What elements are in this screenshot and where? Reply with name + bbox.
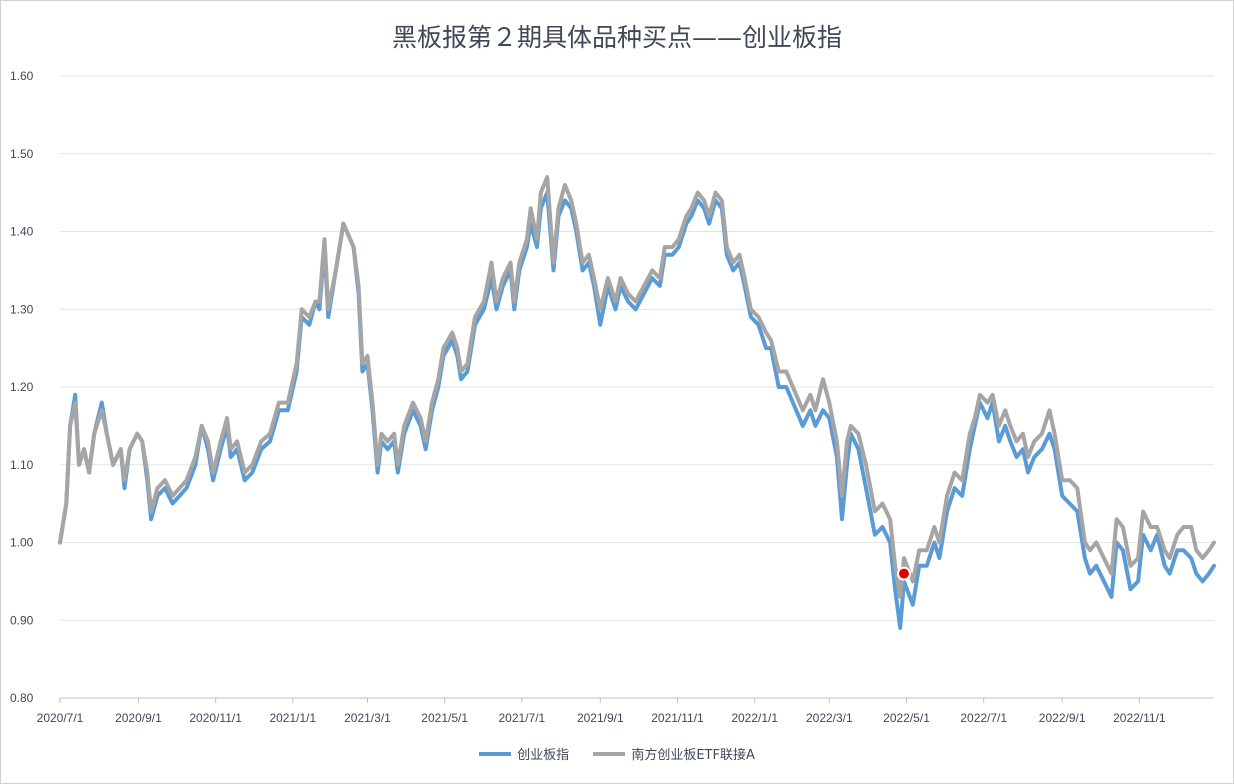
y-tick-label: 1.10 [10, 458, 34, 472]
legend-item-cyb: 创业板指 [479, 744, 569, 763]
y-axis-ticks: 0.80 0.90 1.00 1.10 1.20 1.30 1.40 1.50 1.60 [10, 69, 34, 705]
x-axis-ticks: 2020/7/1 2020/9/1 2020/11/1 2021/1/1 2021/3/… [37, 698, 1166, 725]
x-tick-label: 2020/7/1 [37, 711, 84, 725]
series-line-etf [58, 175, 1216, 599]
chart-title: 黑板报第２期具体品种买点——创业板指 [391, 23, 842, 52]
buy-point-marker [896, 566, 911, 581]
legend: 创业板指 南方创业板ETF联接A [0, 744, 1234, 763]
y-tick-label: 1.60 [10, 69, 34, 83]
series-lines [58, 175, 1216, 630]
legend-swatch-cyb [479, 751, 512, 756]
legend-swatch-etf [593, 751, 626, 756]
x-tick-label: 2022/3/1 [806, 711, 853, 725]
x-tick-label: 2022/1/1 [731, 711, 778, 725]
y-tick-label: 1.00 [10, 536, 34, 550]
x-tick-label: 2020/11/1 [189, 711, 242, 725]
y-tick-label: 1.50 [10, 147, 34, 161]
y-tick-label: 0.80 [10, 691, 34, 705]
x-tick-label: 2021/5/1 [421, 711, 468, 725]
x-tick-label: 2021/1/1 [269, 711, 316, 725]
y-tick-label: 1.40 [10, 225, 34, 239]
y-tick-label: 1.20 [10, 380, 34, 394]
legend-item-etf: 南方创业板ETF联接A [593, 744, 755, 763]
x-tick-label: 2022/7/1 [960, 711, 1007, 725]
series-line-cyb-index [58, 190, 1216, 630]
x-tick-label: 2020/9/1 [115, 711, 162, 725]
grid-lines [60, 75, 1214, 699]
y-tick-label: 1.30 [10, 302, 34, 316]
x-tick-label: 2022/5/1 [883, 711, 930, 725]
y-tick-label: 0.90 [10, 613, 34, 627]
buy-point-marker-group [896, 566, 911, 581]
legend-label-cyb: 创业板指 [517, 748, 570, 763]
x-tick-label: 2022/9/1 [1039, 711, 1086, 725]
x-tick-label: 2021/9/1 [577, 711, 624, 725]
legend-label-etf: 南方创业板ETF联接A [631, 748, 755, 763]
x-tick-label: 2021/3/1 [344, 711, 391, 725]
x-tick-label: 2021/7/1 [498, 711, 545, 725]
x-tick-label: 2022/11/1 [1113, 711, 1166, 725]
x-tick-label: 2021/11/1 [651, 711, 704, 725]
